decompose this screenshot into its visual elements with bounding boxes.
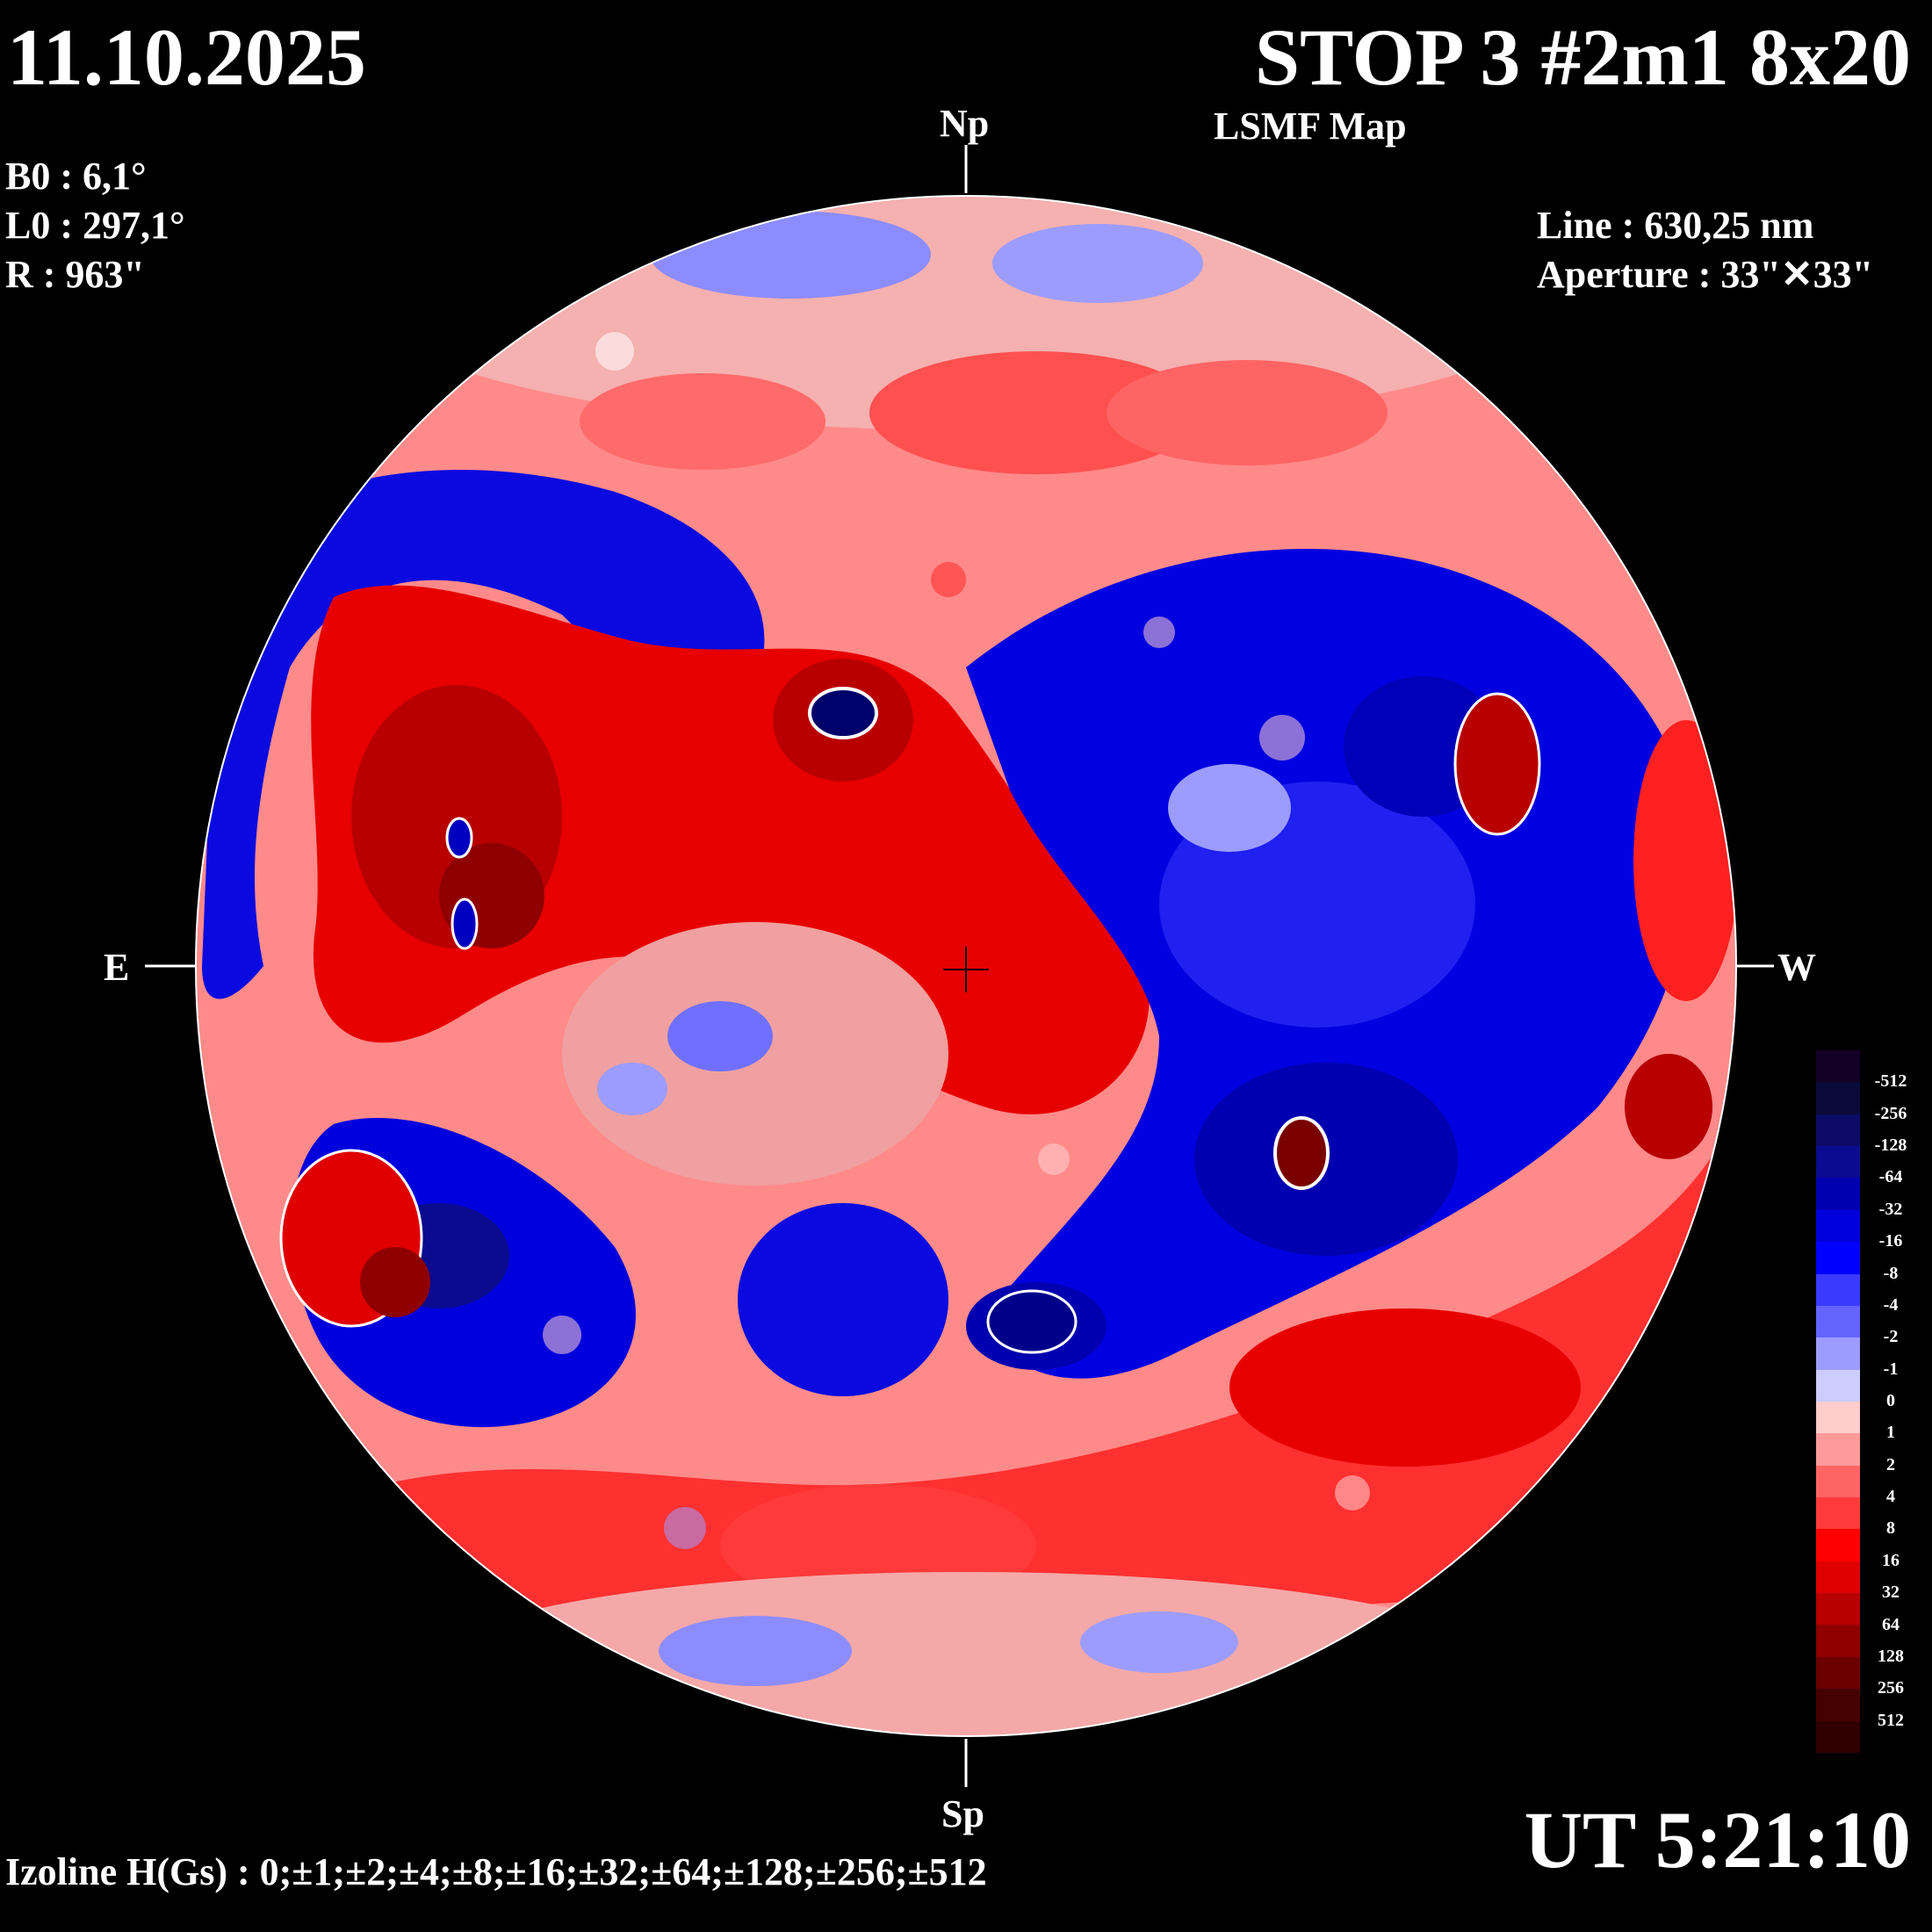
scale-label: 4 — [1886, 1487, 1895, 1507]
scale-label: -128 — [1874, 1135, 1907, 1156]
param-b0: B0 : 6,1° — [5, 155, 147, 198]
scale-swatch — [1816, 1337, 1860, 1370]
scale-label: 16 — [1882, 1550, 1900, 1570]
scale-swatch — [1816, 1720, 1860, 1753]
ut-time: UT 5:21:10 — [1524, 1795, 1911, 1885]
scale-swatch — [1816, 1369, 1860, 1402]
spectral-line: Line : 630,25 nm — [1537, 204, 1814, 247]
magnetic-field-regions — [196, 196, 1736, 1736]
scale-label: -16 — [1878, 1231, 1903, 1251]
scale-swatch — [1816, 1561, 1860, 1594]
scale-label: 0 — [1886, 1391, 1895, 1410]
disk-limb — [195, 195, 1737, 1737]
scale-swatch — [1816, 1529, 1860, 1561]
scale-swatch — [1816, 1305, 1860, 1338]
scale-swatch — [1816, 1465, 1860, 1498]
scale-label: -32 — [1878, 1199, 1903, 1219]
scale-swatch — [1816, 1433, 1860, 1466]
scale-label: -512 — [1874, 1071, 1907, 1092]
scale-swatch — [1816, 1593, 1860, 1626]
scale-label: -2 — [1883, 1327, 1899, 1347]
scale-label: 2 — [1886, 1454, 1895, 1474]
scale-swatch — [1816, 1146, 1860, 1179]
north-label: Np — [940, 102, 990, 145]
scale-label: 32 — [1882, 1582, 1900, 1603]
observation-date: 11.10.2025 — [7, 12, 366, 102]
scale-label: 512 — [1878, 1710, 1904, 1730]
scale-swatch — [1816, 1497, 1860, 1530]
scale-swatch — [1816, 1082, 1860, 1114]
scale-swatch — [1816, 1178, 1860, 1210]
scale-swatch — [1816, 1656, 1860, 1690]
scale-swatch — [1816, 1689, 1860, 1721]
west-label: W — [1777, 946, 1816, 989]
scale-label: 1 — [1886, 1423, 1895, 1443]
scale-label: -256 — [1874, 1103, 1907, 1123]
scale-swatch — [1816, 1050, 1860, 1083]
scale-swatch — [1816, 1625, 1860, 1657]
scale-label: 256 — [1878, 1678, 1904, 1698]
color-scale-bar — [1816, 1050, 1860, 1753]
param-radius: R : 963" — [5, 253, 145, 296]
south-label: Sp — [941, 1792, 984, 1835]
scale-swatch — [1816, 1401, 1860, 1434]
scale-label: -64 — [1878, 1167, 1903, 1187]
map-title: STOP 3 #2m1 8x20 — [1254, 12, 1911, 102]
scale-label: 128 — [1878, 1646, 1904, 1666]
scale-label: -4 — [1883, 1294, 1899, 1315]
scale-swatch — [1816, 1273, 1860, 1306]
scale-swatch — [1816, 1114, 1860, 1147]
scale-swatch — [1816, 1209, 1860, 1243]
scale-label: -1 — [1883, 1359, 1899, 1379]
east-label: E — [104, 946, 130, 989]
aperture: Aperture : 33"✕33" — [1537, 253, 1874, 296]
center-crosshair — [943, 947, 989, 992]
param-l0: L0 : 297,1° — [5, 204, 185, 247]
scale-label: 8 — [1886, 1518, 1895, 1539]
scale-label: 64 — [1882, 1614, 1900, 1634]
scale-swatch — [1816, 1242, 1860, 1274]
izoline-levels: Izoline H(Gs) : 0;±1;±2;±4;±8;±16;±32;±6… — [5, 1850, 987, 1893]
map-subtitle: LSMF Map — [1214, 105, 1407, 148]
scale-label: -8 — [1883, 1263, 1899, 1283]
